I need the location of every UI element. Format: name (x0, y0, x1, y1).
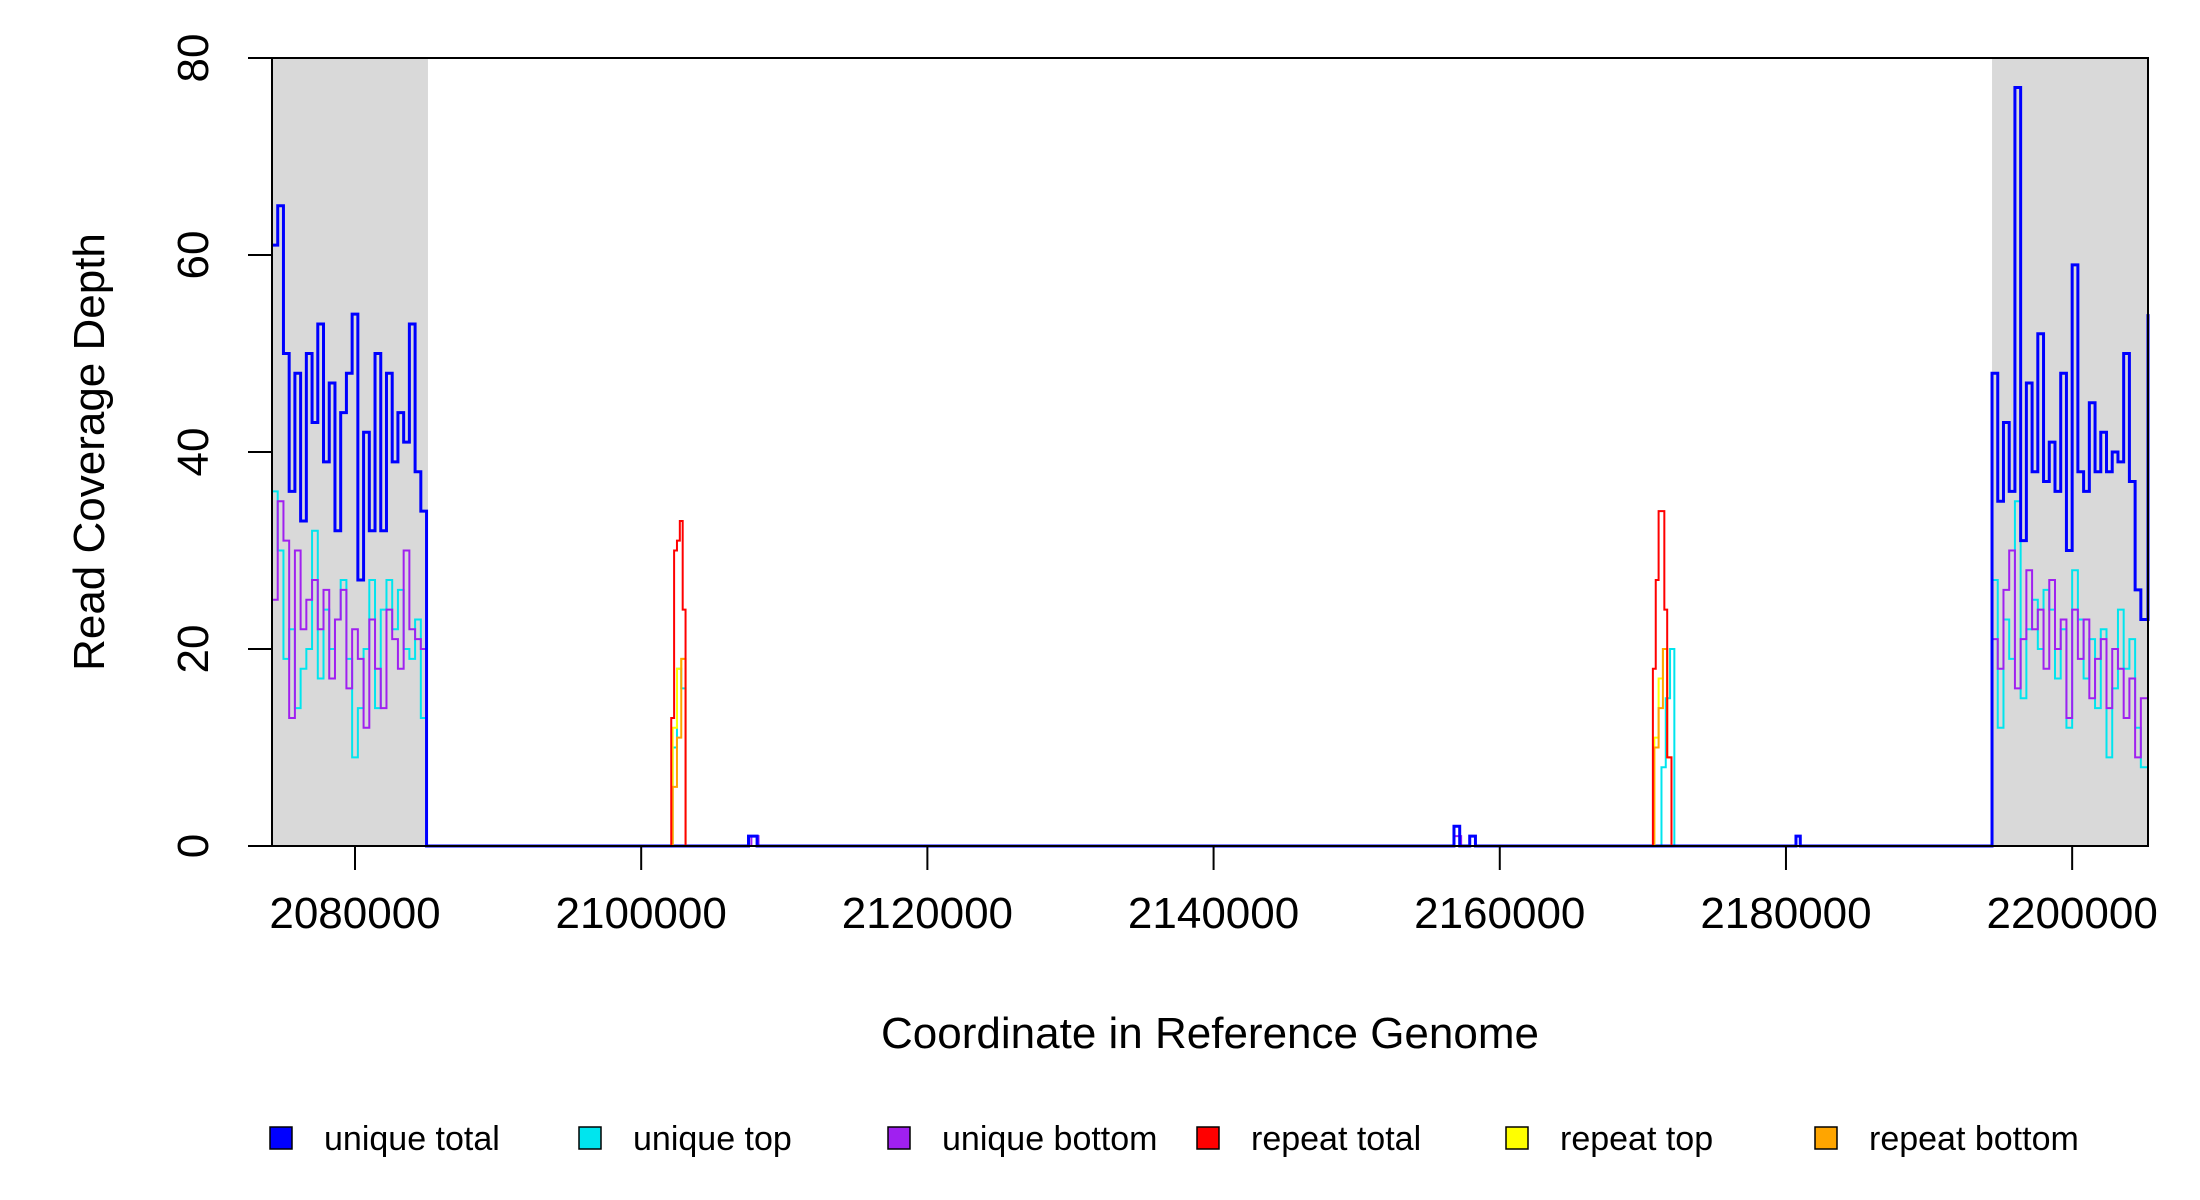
legend-swatch-repeat-bottom (1814, 1126, 1838, 1150)
legend-label-repeat-top: repeat top (1560, 1120, 1713, 1158)
shaded-region-2 (1992, 58, 2148, 846)
y-tick-label: 80 (169, 34, 218, 83)
x-tick-label: 2160000 (1414, 889, 1585, 938)
legend-label-unique-top: unique top (633, 1120, 792, 1158)
y-axis-label: Read Coverage Depth (65, 233, 114, 671)
x-tick-label: 2120000 (842, 889, 1013, 938)
legend-label-repeat-bottom: repeat bottom (1869, 1120, 2079, 1158)
x-tick-label: 2200000 (1987, 889, 2158, 938)
legend-swatch-unique-total (269, 1126, 293, 1150)
legend-swatch-unique-top (578, 1126, 602, 1150)
y-tick-label: 40 (169, 428, 218, 477)
y-tick-label: 20 (169, 625, 218, 674)
y-tick-label: 60 (169, 231, 218, 280)
x-tick-label: 2180000 (1700, 889, 1871, 938)
x-tick-label: 2140000 (1128, 889, 1299, 938)
shaded-regions (272, 58, 2148, 846)
legend-swatch-repeat-total (1196, 1126, 1220, 1150)
legend-swatch-unique-bottom (887, 1126, 911, 1150)
legend-label-unique-bottom: unique bottom (942, 1120, 1158, 1158)
x-axis: 2080000 2100000 2120000 2140000 2160000 21800… (269, 845, 2158, 938)
y-tick-label: 0 (169, 834, 218, 858)
x-axis-label: Coordinate in Reference Genome (881, 1009, 1539, 1058)
x-tick-label: 2080000 (269, 889, 440, 938)
x-tick-label: 2100000 (556, 889, 727, 938)
legend-label-repeat-total: repeat total (1251, 1120, 1421, 1158)
legend-swatch-repeat-top (1505, 1126, 1529, 1150)
y-axis: 0 20 40 60 80 (169, 34, 273, 858)
shaded-region-1 (272, 58, 428, 846)
legend-label-unique-total: unique total (324, 1120, 500, 1158)
legend: unique total unique top unique bottom repea… (269, 1120, 2079, 1158)
